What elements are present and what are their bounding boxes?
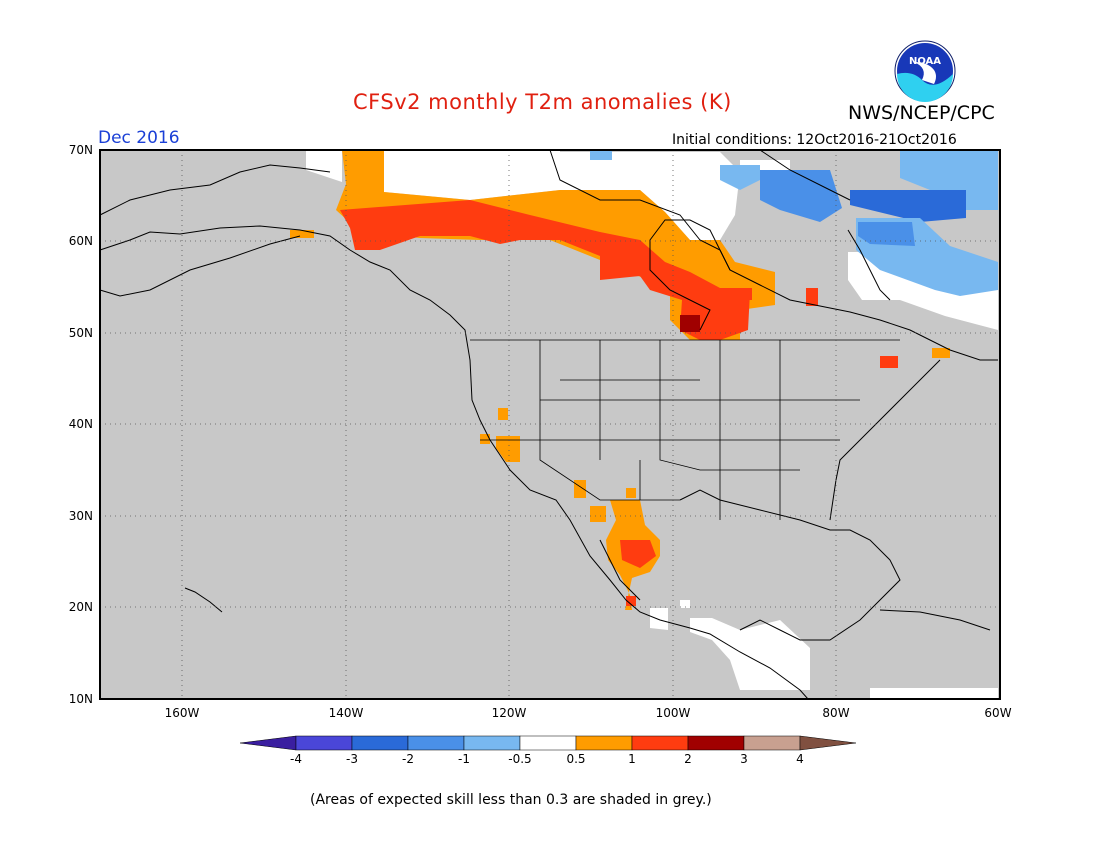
colorbar-label-6: 1 [628, 752, 636, 766]
colorbar [239, 735, 857, 751]
lat-axis: 70N 60N 50N 40N 30N 20N 10N [69, 143, 93, 706]
colorbar-swatch-1 [295, 735, 353, 751]
colorbar-swatch-below-min [239, 735, 297, 751]
lat-label-60n: 60N [69, 234, 93, 248]
noaa-logo-text: NOAA [909, 56, 941, 67]
colorbar-swatch-2 [351, 735, 409, 751]
colorbar-labels: -4 -3 -2 -1 -0.5 0.5 1 2 3 4 [290, 752, 804, 766]
colorbar-swatch-above-max [799, 735, 857, 751]
lon-axis: 160W 140W 120W 100W 80W 60W [165, 706, 1012, 720]
initial-conditions: Initial conditions: 12Oct2016-21Oct2016 [672, 132, 957, 148]
colorbar-label-5: 0.5 [566, 752, 585, 766]
colorbar-label-7: 2 [684, 752, 692, 766]
colorbar-label-0: -4 [290, 752, 302, 766]
colorbar-swatch-4 [463, 735, 521, 751]
lat-label-50n: 50N [69, 326, 93, 340]
colorbar-swatch-5 [519, 735, 577, 751]
colorbar-swatch-9 [743, 735, 801, 751]
lon-label-60w: 60W [984, 706, 1011, 720]
colorbar-label-3: -1 [458, 752, 470, 766]
lon-label-120w: 120W [492, 706, 527, 720]
lat-label-20n: 20N [69, 600, 93, 614]
colorbar-label-4: -0.5 [508, 752, 531, 766]
lat-label-30n: 30N [69, 509, 93, 523]
graticule [100, 150, 1000, 699]
colorbar-swatch-8 [687, 735, 745, 751]
lat-label-10n: 10N [69, 692, 93, 706]
cool-anomalies [590, 150, 998, 296]
colorbar-swatch-6 [575, 735, 633, 751]
agency-label: NWS/NCEP/CPC [848, 102, 995, 124]
lon-label-80w: 80W [822, 706, 849, 720]
lon-label-160w: 160W [165, 706, 200, 720]
lon-label-140w: 140W [329, 706, 364, 720]
coastlines [99, 149, 998, 700]
colorbar-label-1: -3 [346, 752, 358, 766]
forecast-month: Dec 2016 [98, 128, 180, 148]
warm-anomalies [290, 150, 950, 610]
state-borders [470, 339, 900, 520]
colorbar-label-9: 4 [796, 752, 804, 766]
map-background [100, 150, 1000, 699]
noaa-logo: NOAA [894, 40, 956, 102]
colorbar-swatch-3 [407, 735, 465, 751]
lat-label-70n: 70N [69, 143, 93, 157]
lon-label-100w: 100W [656, 706, 691, 720]
colorbar-label-2: -2 [402, 752, 414, 766]
map-title: CFSv2 monthly T2m anomalies (K) [353, 90, 732, 114]
colorbar-label-8: 3 [740, 752, 748, 766]
map-frame [99, 149, 1001, 700]
colorbar-swatch-7 [631, 735, 689, 751]
skill-note: (Areas of expected skill less than 0.3 a… [310, 792, 712, 808]
lat-label-40n: 40N [69, 417, 93, 431]
